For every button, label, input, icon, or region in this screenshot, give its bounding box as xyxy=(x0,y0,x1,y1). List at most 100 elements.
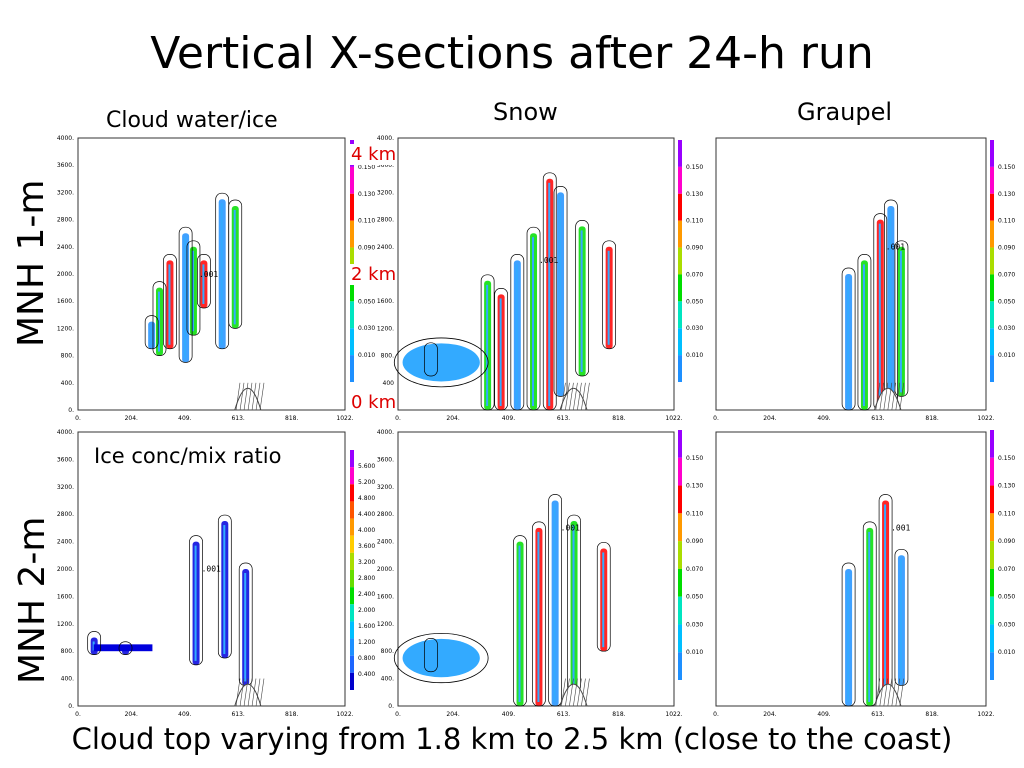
colorbar-tick-label: 0.090 xyxy=(686,538,703,545)
colorbar-tick-label: 3.600 xyxy=(358,543,375,550)
y-tick-label: 2800. xyxy=(377,217,394,224)
plume-contour xyxy=(393,632,489,684)
chart-panel-2: .001 0. 204. 409. 613. 818. 1022. 0.010 0.030 0.0… xyxy=(713,137,1015,422)
colorbar-segment xyxy=(990,328,994,356)
x-tick-label: 409. xyxy=(502,415,515,422)
x-tick-label: 0. xyxy=(75,415,81,422)
contour-line xyxy=(228,199,243,329)
colorbar-tick-label: 0.050 xyxy=(686,298,703,305)
y-tick-label: 400. xyxy=(381,676,394,683)
ice-band xyxy=(93,644,153,652)
x-tick-label: 818. xyxy=(925,415,938,422)
colorbar-segment xyxy=(350,301,354,329)
colorbar-tick-label: 5.600 xyxy=(358,463,375,470)
colorbar-tick-label: 0.030 xyxy=(686,325,703,332)
colorbar-tick-label: 0.030 xyxy=(998,621,1015,628)
colorbar-segment xyxy=(678,193,682,221)
colorbar-tick-label: 0.090 xyxy=(998,538,1015,545)
colorbar-tick-label: 0.010 xyxy=(998,649,1015,656)
terrain-hatch xyxy=(899,678,905,707)
y-tick-label: 3600. xyxy=(377,162,394,169)
colorbar-segment xyxy=(990,355,994,382)
field-core xyxy=(862,264,865,406)
y-tick-label: 0. xyxy=(68,407,74,414)
plume-contour xyxy=(393,337,489,388)
field-core xyxy=(518,545,521,702)
y-tick-label: 4000. xyxy=(57,429,74,436)
field-core xyxy=(223,525,226,655)
x-tick-label: 409. xyxy=(502,711,515,718)
colorbar-segment xyxy=(990,596,994,625)
y-tick-label: 2000. xyxy=(57,566,74,573)
contour-line xyxy=(542,172,557,411)
contour-line xyxy=(118,641,133,655)
field-core xyxy=(515,264,518,406)
field-core xyxy=(532,237,535,406)
y-tick-label: 1600. xyxy=(377,298,394,305)
terrain-hatch xyxy=(887,382,893,411)
colorbar-tick-label: 1.200 xyxy=(358,639,375,646)
colorbar-segment xyxy=(990,513,994,542)
contour-line xyxy=(424,342,438,377)
colorbar-tick-label: 0.130 xyxy=(686,483,703,490)
y-tick-label: 3200. xyxy=(377,189,394,196)
terrain-hatch xyxy=(899,382,905,411)
colorbar-segment xyxy=(990,140,994,167)
field-core xyxy=(220,203,223,345)
contour-line xyxy=(197,254,211,309)
field-core xyxy=(548,182,551,406)
x-tick-label: 204. xyxy=(763,415,776,422)
field-core xyxy=(194,545,197,661)
colorbar-segment xyxy=(350,638,354,656)
colorbar-segment xyxy=(350,570,354,588)
x-tick-label: 0. xyxy=(75,711,81,718)
x-tick-label: 818. xyxy=(285,415,298,422)
terrain-hatch xyxy=(577,678,582,707)
colorbar-segment xyxy=(990,485,994,514)
contour-line xyxy=(841,562,856,707)
colorbar-tick-label: 5.200 xyxy=(358,479,375,486)
terrain-hatch xyxy=(561,382,566,411)
colorbar-segment xyxy=(350,604,354,622)
x-tick-label: 818. xyxy=(612,415,625,422)
colorbar-segment xyxy=(350,467,354,485)
height-mark-0km: 0 km xyxy=(350,392,398,413)
colorbar-tick-label: 2.800 xyxy=(358,575,375,582)
field-core xyxy=(191,250,194,332)
colorbar-tick-label: 4.400 xyxy=(358,511,375,518)
x-tick-label: 1022. xyxy=(336,415,353,422)
field-core xyxy=(499,298,502,406)
terrain-hatch xyxy=(243,382,249,411)
contour-line xyxy=(553,186,568,397)
x-tick-label: 613. xyxy=(231,415,244,422)
terrain-hatch xyxy=(243,678,249,707)
field-core xyxy=(486,284,489,406)
colorbar-tick-label: 0.070 xyxy=(998,271,1015,278)
x-tick-label: 613. xyxy=(231,711,244,718)
x-tick-label: 1022. xyxy=(665,711,682,718)
colorbar-segment xyxy=(678,430,682,458)
colorbar-segment xyxy=(990,457,994,486)
terrain-hatch xyxy=(879,382,885,411)
colorbar-segment xyxy=(678,328,682,356)
terrain-hatch xyxy=(239,678,245,707)
colorbar-segment xyxy=(350,220,354,248)
colorbar-tick-label: 0.130 xyxy=(358,191,375,198)
y-tick-label: 800. xyxy=(381,353,394,360)
terrain-hill xyxy=(559,683,588,707)
field-core xyxy=(602,552,605,648)
colorbar-tick-label: 1.600 xyxy=(358,623,375,630)
y-tick-label: 0. xyxy=(388,703,394,710)
chart-panel-3: .001 0. 204. 409. 613. 818. 1022. 0. 400. 800. 120… xyxy=(57,429,376,718)
footer-caption: Cloud top varying from 1.8 km to 2.5 km … xyxy=(71,722,953,756)
contour-label: .001 xyxy=(202,565,221,574)
x-tick-label: 204. xyxy=(446,415,459,422)
y-tick-label: 3200. xyxy=(57,189,74,196)
colorbar-segment xyxy=(678,166,682,194)
colorbar-segment xyxy=(350,450,354,468)
colorbar-tick-label: 0.110 xyxy=(998,510,1015,517)
colorbar-tick-label: 0.070 xyxy=(686,566,703,573)
field-core xyxy=(157,291,160,352)
snow-plume xyxy=(402,343,480,382)
